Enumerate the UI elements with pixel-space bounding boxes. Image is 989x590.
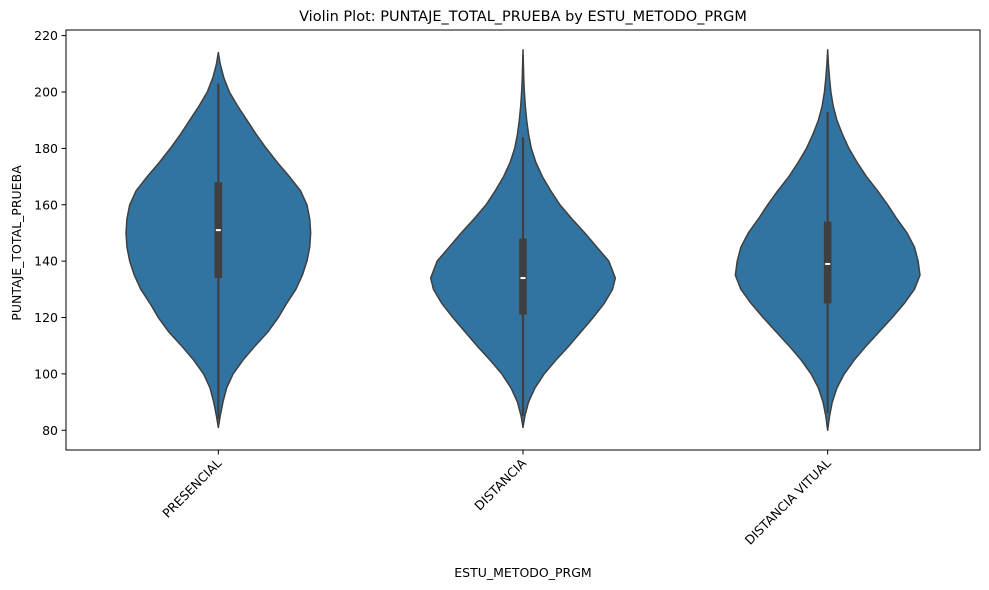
y-tick-label: 120 bbox=[34, 310, 58, 325]
violin-iqr-box bbox=[519, 238, 527, 315]
violin-distancia-vitual bbox=[734, 48, 921, 432]
violin-distancia bbox=[429, 48, 617, 429]
x-axis: PRESENCIAL DISTANCIA DISTANCIA VITUAL bbox=[159, 450, 834, 548]
violins-group bbox=[125, 48, 921, 432]
x-axis-label: ESTU_METODO_PRGM bbox=[454, 565, 591, 580]
x-tick-label: DISTANCIA VITUAL bbox=[742, 455, 834, 547]
y-tick-label: 160 bbox=[34, 197, 58, 212]
violin-presencial bbox=[125, 51, 312, 429]
y-tick-label: 80 bbox=[42, 423, 58, 438]
y-tick-label: 100 bbox=[34, 366, 58, 381]
y-tick-label: 220 bbox=[34, 28, 58, 43]
y-tick-label: 200 bbox=[34, 85, 58, 100]
y-axis-label: PUNTAJE_TOTAL_PRUEBA bbox=[9, 165, 24, 321]
x-tick-label: DISTANCIA bbox=[471, 455, 529, 513]
plot-frame bbox=[65, 29, 981, 451]
y-tick-label: 140 bbox=[34, 254, 58, 269]
y-axis: 80 100 120 140 160 180 200 220 bbox=[34, 28, 66, 438]
x-tick-label: PRESENCIAL bbox=[159, 455, 224, 520]
y-tick-label: 180 bbox=[34, 141, 58, 156]
violin-iqr-box bbox=[823, 221, 832, 304]
chart-title: Violin Plot: PUNTAJE_TOTAL_PRUEBA by EST… bbox=[299, 9, 747, 25]
